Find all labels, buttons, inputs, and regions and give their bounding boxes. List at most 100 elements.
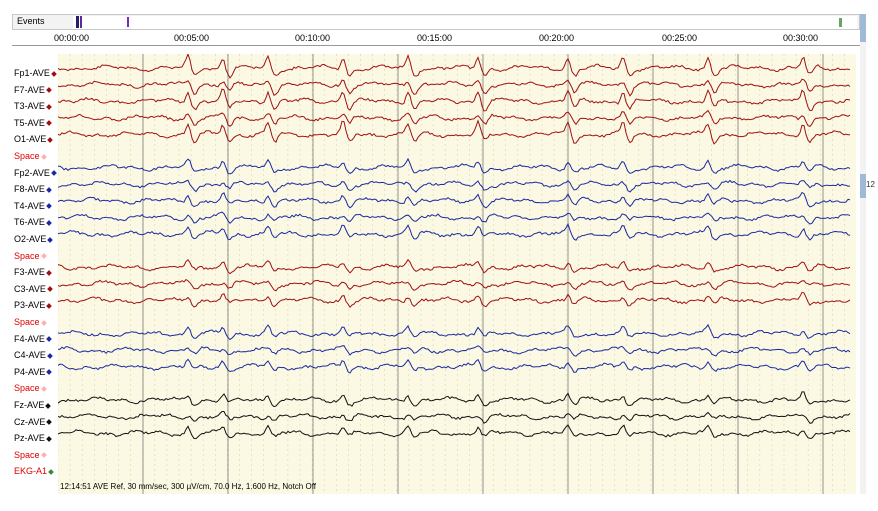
eeg-trace bbox=[58, 258, 851, 275]
channel-space-label[interactable]: Space bbox=[14, 449, 47, 460]
edge-glyph: 12 bbox=[866, 180, 875, 189]
channel-marker-icon bbox=[40, 153, 47, 160]
events-track[interactable] bbox=[73, 16, 857, 29]
channel-marker-icon bbox=[46, 303, 53, 309]
eeg-trace bbox=[58, 424, 851, 440]
channel-marker-icon bbox=[40, 319, 47, 326]
time-tick-label: 00:20:00 bbox=[539, 33, 575, 43]
channel-label-text: T5-AVE bbox=[14, 117, 45, 128]
channel-label-text: F8-AVE bbox=[14, 184, 45, 195]
scroll-down-icon[interactable] bbox=[860, 174, 866, 198]
channel-marker-icon bbox=[47, 236, 54, 243]
event-marker-icon[interactable] bbox=[127, 17, 129, 27]
events-bar: Events bbox=[12, 14, 860, 30]
channel-label[interactable]: F8-AVE bbox=[14, 184, 52, 195]
channel-marker-icon bbox=[45, 402, 52, 409]
eeg-trace bbox=[58, 222, 851, 241]
channel-label-text: Space bbox=[14, 151, 40, 161]
channel-label-text: Fp2-AVE bbox=[14, 167, 50, 178]
channel-label-text: O1-AVE bbox=[14, 134, 47, 145]
event-marker-icon[interactable] bbox=[80, 16, 82, 28]
channel-label[interactable]: F7-AVE bbox=[14, 84, 52, 95]
channel-label[interactable]: Cz-AVE bbox=[14, 417, 53, 427]
channel-label[interactable]: EKG-A1 bbox=[14, 466, 54, 477]
channel-space-label[interactable]: Space bbox=[14, 251, 47, 261]
eeg-trace bbox=[58, 323, 851, 341]
channel-label[interactable]: P4-AVE bbox=[14, 366, 53, 377]
eeg-traces bbox=[58, 54, 851, 494]
event-marker-icon[interactable] bbox=[839, 18, 842, 27]
channel-label[interactable]: Pz-AVE bbox=[14, 433, 52, 444]
channel-label-text: P4-AVE bbox=[14, 366, 46, 377]
channel-space-label[interactable]: Space bbox=[14, 383, 47, 394]
channel-label[interactable]: Fp2-AVE bbox=[14, 167, 57, 178]
channel-label[interactable]: P3-AVE bbox=[14, 300, 53, 310]
channel-label-text: Space bbox=[14, 383, 40, 394]
channel-label-text: F4-AVE bbox=[14, 333, 45, 344]
eeg-trace bbox=[58, 54, 851, 79]
channel-label[interactable]: T5-AVE bbox=[14, 117, 52, 128]
channel-marker-icon bbox=[51, 170, 57, 177]
eeg-trace bbox=[58, 191, 851, 209]
channel-label-text: F3-AVE bbox=[14, 267, 45, 278]
channel-marker-icon bbox=[46, 369, 53, 376]
channel-label[interactable]: T3-AVE bbox=[14, 101, 52, 111]
channel-marker-icon bbox=[46, 120, 52, 127]
channel-marker-icon bbox=[46, 103, 52, 110]
channel-label-text: C3-AVE bbox=[14, 283, 46, 294]
channel-label[interactable]: F3-AVE bbox=[14, 267, 52, 278]
channel-marker-icon bbox=[46, 220, 52, 226]
channel-label[interactable]: T6-AVE bbox=[14, 217, 52, 228]
channel-marker-icon bbox=[40, 253, 47, 260]
time-tick-label: 00:05:00 bbox=[174, 33, 210, 43]
channel-label[interactable]: O2-AVE bbox=[14, 234, 54, 244]
eeg-trace bbox=[58, 211, 851, 225]
eeg-trace bbox=[58, 278, 851, 292]
eeg-trace-area[interactable] bbox=[58, 54, 856, 494]
eeg-trace bbox=[58, 88, 851, 112]
time-tick-label: 00:25:00 bbox=[662, 33, 698, 43]
channel-marker-icon bbox=[46, 336, 52, 343]
time-tick-label: 00:00:00 bbox=[54, 33, 90, 43]
event-marker-icon[interactable] bbox=[76, 16, 79, 28]
channel-marker-icon bbox=[46, 435, 52, 442]
eeg-trace bbox=[58, 411, 851, 424]
scroll-up-icon[interactable] bbox=[860, 14, 866, 42]
channel-marker-icon bbox=[51, 70, 57, 77]
channel-marker-icon bbox=[40, 452, 47, 459]
channel-label[interactable]: Fp1-AVE bbox=[14, 68, 57, 78]
channel-label-text: Fz-AVE bbox=[14, 400, 45, 410]
channel-label[interactable]: O1-AVE bbox=[14, 134, 54, 145]
eeg-trace bbox=[58, 157, 851, 175]
channel-label[interactable]: T4-AVE bbox=[14, 201, 52, 211]
channel-space-label[interactable]: Space bbox=[14, 317, 47, 327]
eeg-trace bbox=[58, 109, 851, 128]
channel-marker-icon bbox=[46, 269, 52, 276]
channel-marker-icon bbox=[46, 419, 53, 426]
events-label: Events bbox=[17, 16, 45, 26]
eeg-trace bbox=[58, 179, 851, 193]
time-tick-label: 00:10:00 bbox=[295, 33, 331, 43]
channel-marker-icon bbox=[46, 186, 52, 193]
channel-label-column: Fp1-AVE F7-AVE T3-AVE T5-AVE O1-AVE Space Fp2-… bbox=[12, 56, 58, 477]
channel-label-text: C4-AVE bbox=[14, 350, 46, 361]
time-tick-label: 00:15:00 bbox=[417, 33, 453, 43]
channel-marker-icon bbox=[46, 203, 52, 210]
time-axis[interactable]: 00:00:00 00:05:00 00:10:00 00:15:00 00:20:00… bbox=[12, 30, 860, 46]
channel-label-text: T6-AVE bbox=[14, 217, 45, 228]
channel-space-label[interactable]: Space bbox=[14, 151, 47, 161]
channel-label-text: F7-AVE bbox=[14, 84, 45, 95]
channel-label[interactable]: Fz-AVE bbox=[14, 400, 52, 410]
status-line: 12:14:51 AVE Ref, 30 mm/sec, 300 µV/cm, … bbox=[60, 482, 316, 491]
channel-label-text: O2-AVE bbox=[14, 234, 47, 244]
channel-label-text: Space bbox=[14, 449, 40, 460]
vertical-scrollbar[interactable] bbox=[860, 14, 866, 494]
channel-marker-icon bbox=[47, 286, 53, 293]
channel-label-text: Pz-AVE bbox=[14, 433, 45, 444]
channel-marker-icon bbox=[40, 386, 47, 392]
channel-label[interactable]: C4-AVE bbox=[14, 350, 53, 361]
channel-label-text: EKG-A1 bbox=[14, 466, 48, 477]
channel-label[interactable]: C3-AVE bbox=[14, 283, 53, 294]
channel-label[interactable]: F4-AVE bbox=[14, 333, 52, 344]
